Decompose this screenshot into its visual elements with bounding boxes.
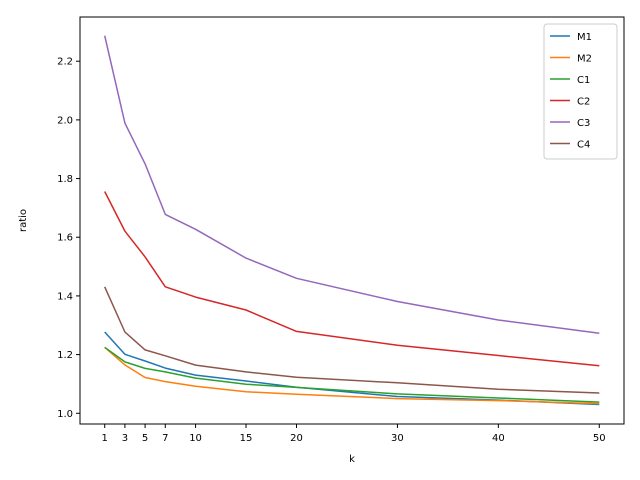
plot-frame: [79, 16, 625, 425]
x-tick-label: 30: [391, 433, 404, 444]
legend-label: C4: [577, 140, 590, 151]
series-line-c2: [104, 191, 600, 367]
y-tick-label: 1.8: [57, 174, 73, 185]
y-tick-label: 1.2: [57, 350, 73, 361]
series-line-m1: [104, 331, 600, 406]
y-axis: 1.0 1.2 1.4 1.6 1.8 2.0 2.2: [57, 57, 80, 420]
y-tick-label: 2.0: [57, 115, 73, 126]
x-axis-label: k: [349, 454, 355, 465]
series-line-c4: [104, 286, 600, 394]
x-tick-label: 1: [102, 433, 108, 444]
y-tick-label: 1.0: [57, 409, 73, 420]
series-line-c1: [104, 346, 600, 403]
plot-area: [103, 35, 600, 406]
y-tick-label: 1.4: [57, 291, 73, 302]
y-tick-label: 1.6: [57, 233, 73, 244]
x-tick-label: 7: [162, 433, 168, 444]
x-tick-label: 40: [492, 433, 505, 444]
legend-label: C3: [577, 118, 590, 129]
legend-label: C2: [577, 97, 590, 108]
legend-label: C1: [577, 75, 590, 86]
series-line-c3: [103, 35, 600, 334]
x-tick-label: 20: [290, 433, 303, 444]
x-tick-label: 10: [189, 433, 202, 444]
legend-label: M2: [577, 54, 592, 65]
x-tick-label: 15: [240, 433, 253, 444]
x-tick-label: 5: [142, 433, 148, 444]
y-axis-label: ratio: [18, 209, 29, 232]
x-axis: 1 3 5 7 10 15 20 30 40 50: [102, 424, 606, 444]
legend-label: M1: [577, 32, 592, 43]
x-tick-label: 3: [122, 433, 128, 444]
legend: M1 M2 C1 C2 C3 C4: [543, 23, 618, 160]
y-tick-label: 2.2: [57, 57, 73, 68]
x-tick-label: 50: [593, 433, 606, 444]
series-line-m2: [104, 346, 600, 405]
